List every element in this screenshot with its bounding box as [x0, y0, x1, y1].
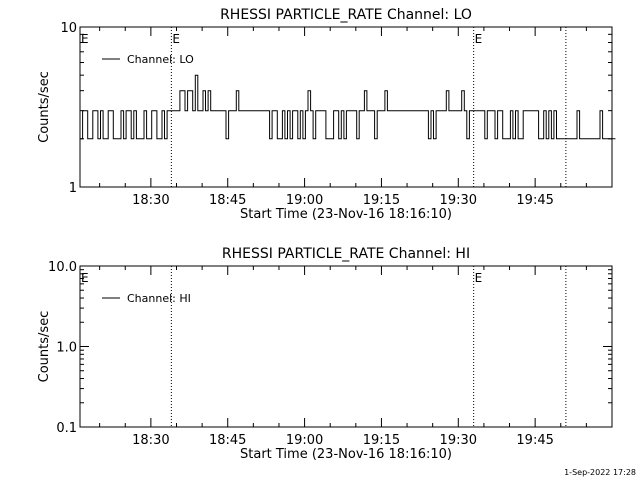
x-tick-label: 19:15	[363, 193, 400, 208]
chart-title: RHESSI PARTICLE_RATE Channel: HI	[222, 246, 470, 262]
time-marker-label: E	[172, 32, 180, 46]
y-axis-label: Counts/sec	[37, 311, 52, 383]
x-tick-label: 19:30	[440, 433, 477, 448]
y-axis-label: Counts/sec	[37, 71, 52, 143]
time-marker-label: E	[475, 32, 483, 46]
legend-label: Channel: HI	[127, 292, 191, 305]
y-tick-label: 10	[60, 21, 77, 36]
x-tick-label: 19:15	[363, 433, 400, 448]
x-tick-label: 19:00	[286, 193, 323, 208]
hi-channel-panel: RHESSI PARTICLE_RATE Channel: HI 18:30 18:…	[37, 246, 613, 462]
lo-channel-panel: RHESSI PARTICLE_RATE Channel: LO 18:30 18:…	[37, 7, 616, 222]
x-tick-label: 19:00	[286, 433, 323, 448]
x-tick-label: 19:45	[516, 433, 553, 448]
x-axis-label: Start Time (23-Nov-16 18:16:10)	[240, 447, 452, 462]
x-axis-label: Start Time (23-Nov-16 18:16:10)	[240, 207, 452, 222]
x-tick-label: 18:30	[132, 433, 169, 448]
plot-frame	[79, 26, 613, 188]
x-tick-label: 19:45	[516, 193, 553, 208]
x-tick-label: 19:30	[440, 193, 477, 208]
time-marker-label: E	[475, 271, 483, 285]
y-tick-label: 1.0	[56, 341, 77, 356]
x-tick-label: 18:30	[132, 193, 169, 208]
chart-title: RHESSI PARTICLE_RATE Channel: LO	[220, 7, 472, 23]
series-line	[80, 74, 616, 140]
start-marker-label: E	[81, 32, 89, 46]
x-tick-label: 18:45	[209, 193, 246, 208]
x-tick-label: 18:45	[209, 433, 246, 448]
legend-label: Channel: LO	[127, 53, 194, 66]
footer-timestamp: 1-Sep-2022 17:28	[564, 468, 636, 477]
y-tick-label: 0.1	[56, 421, 77, 436]
y-tick-label: 10.0	[48, 260, 77, 275]
y-tick-label: 1	[69, 181, 77, 196]
start-marker-label: E	[81, 271, 89, 285]
